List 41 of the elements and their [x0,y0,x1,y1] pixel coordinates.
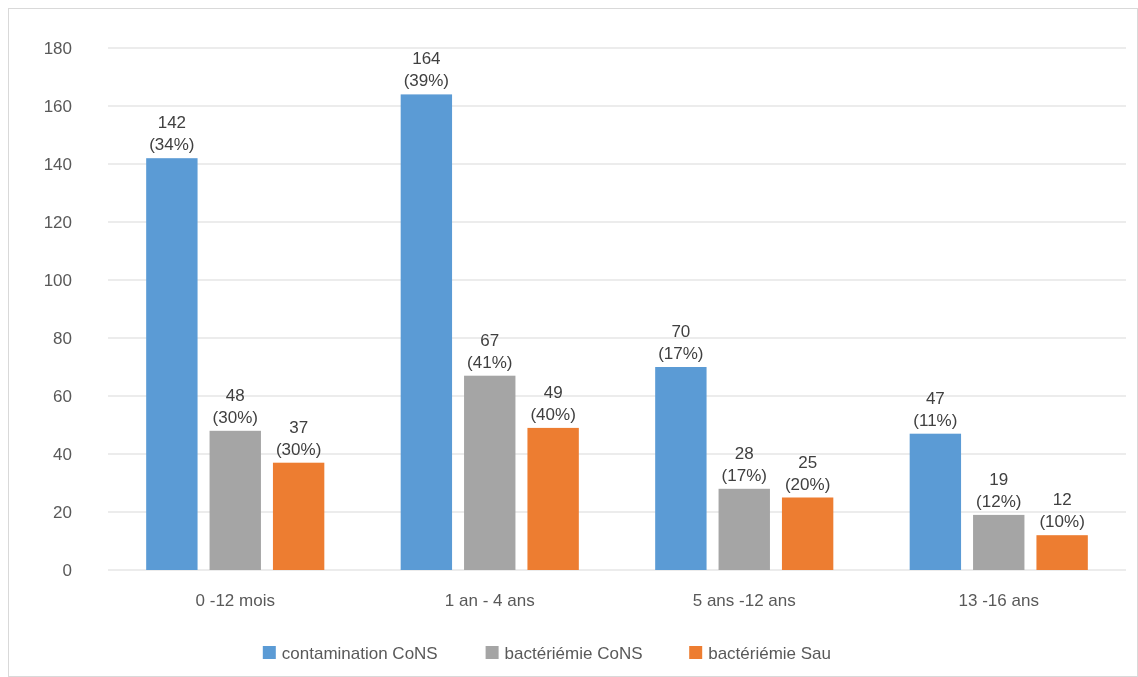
bar [400,94,453,570]
legend-label: bactériémie Sau [708,643,832,663]
bar [209,430,261,570]
data-label: 19 (12%) [976,469,1022,511]
data-label: 70 (17%) [658,322,704,363]
y-tick-label: 140 [43,154,72,174]
bar [464,375,516,570]
x-tick-label: 0 -12 mois [195,591,275,610]
bar [973,514,1025,570]
bar [781,497,834,570]
y-tick-label: 40 [53,444,72,464]
y-tick-label: 160 [43,96,72,116]
x-tick-label: 1 an - 4 ans [444,591,535,610]
legend-label: bactériémie CoNS [504,643,643,663]
y-tick-label: 80 [53,328,72,348]
y-tick-label: 100 [43,270,72,290]
y-tick-label: 0 [62,560,72,580]
data-label: 49 (40%) [530,382,576,424]
data-label: 164 (39%) [403,49,450,91]
x-tick-label: 13 -16 ans [958,591,1039,610]
data-label: 48 (30%) [212,385,258,427]
data-label: 67 (41%) [467,330,513,372]
bar [1036,535,1088,570]
y-tick-label: 20 [53,502,72,522]
data-label: 47 (11%) [913,388,958,430]
x-tick-label: 5 ans -12 ans [692,591,796,610]
y-tick-label: 60 [53,386,72,406]
y-tick-label: 180 [43,38,72,58]
data-label: 12 (10%) [1039,490,1085,532]
legend-label: contamination CoNS [281,643,438,663]
bar [909,433,962,570]
bar [272,462,325,570]
bar [527,427,579,570]
data-label: 37 (30%) [275,417,322,459]
data-label: 25 (20%) [784,452,831,494]
bar [146,158,198,570]
data-label: 28 (17%) [721,443,767,485]
data-label: 142 (34%) [149,113,195,155]
bar [718,488,770,570]
bar [655,367,707,570]
y-tick-label: 120 [43,212,72,232]
